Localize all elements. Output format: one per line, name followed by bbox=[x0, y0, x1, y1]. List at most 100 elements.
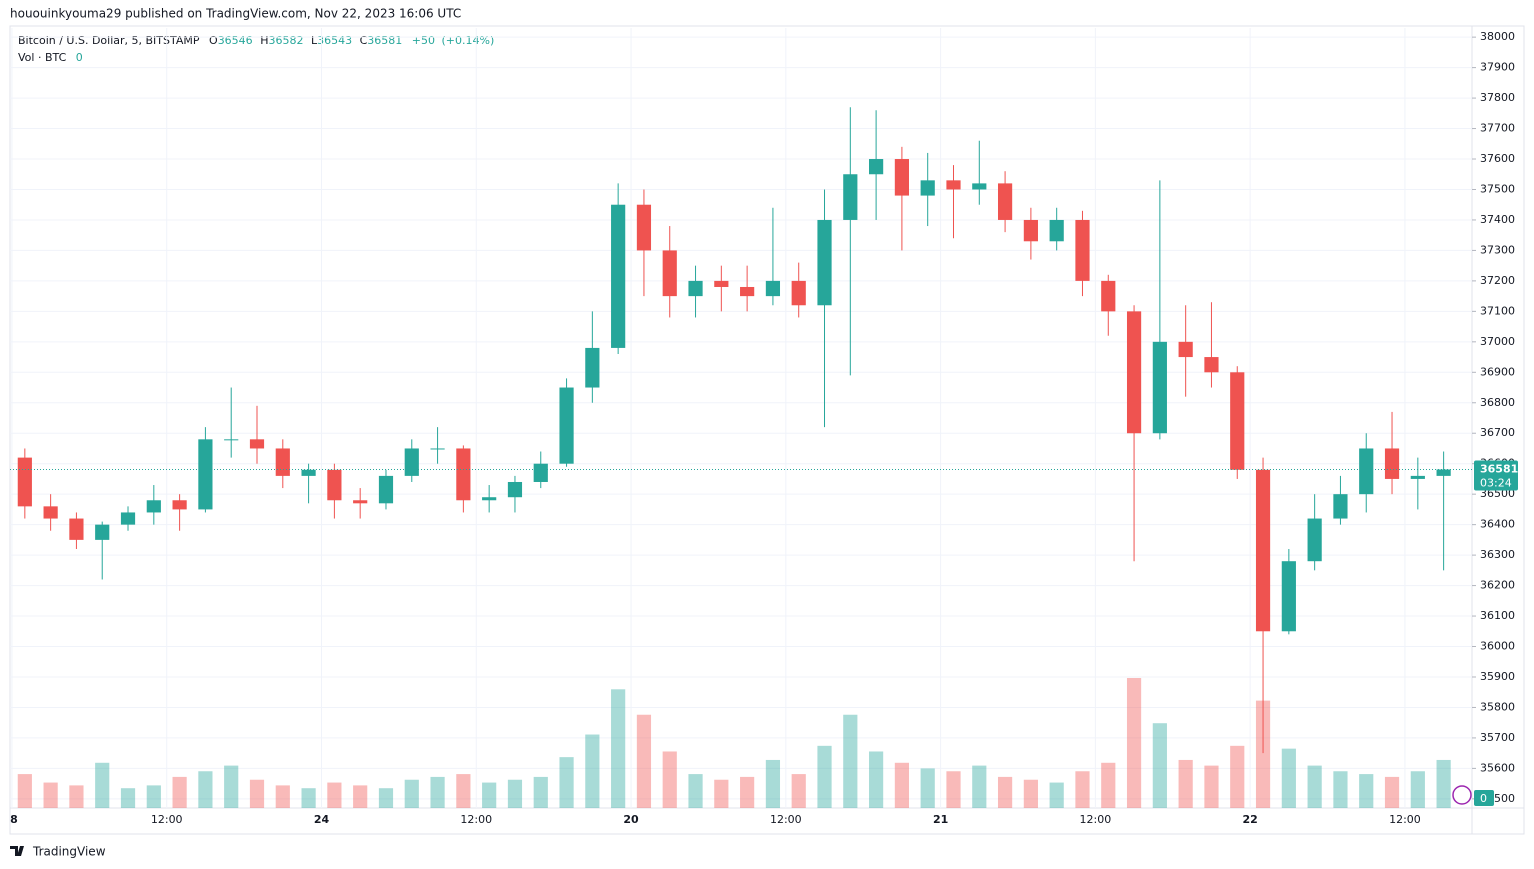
y-tick-label: 37100 bbox=[1480, 304, 1515, 317]
x-tick-label: 12:00 bbox=[151, 813, 183, 826]
candle-body bbox=[1152, 341, 1167, 434]
candle-body bbox=[1049, 219, 1064, 242]
x-tick-label: 12:00 bbox=[770, 813, 802, 826]
volume-bar bbox=[920, 768, 935, 808]
volume-bar bbox=[1359, 774, 1374, 808]
volume-bar bbox=[69, 785, 84, 808]
volume-bar bbox=[43, 782, 58, 808]
volume-bar bbox=[507, 779, 523, 808]
candle-body bbox=[198, 439, 213, 510]
candle-body bbox=[456, 448, 471, 501]
x-tick-label: 24 bbox=[314, 813, 330, 826]
candle-body bbox=[1359, 448, 1374, 495]
candle-body bbox=[662, 250, 677, 297]
volume-bar bbox=[946, 771, 961, 808]
volume-bar bbox=[843, 714, 858, 808]
candle-body bbox=[688, 280, 703, 297]
x-tick-label: 8 bbox=[10, 813, 18, 826]
candle-body bbox=[740, 286, 755, 297]
candle-body bbox=[146, 500, 161, 513]
volume-bar bbox=[714, 779, 729, 808]
brand-name: TradingView bbox=[32, 845, 106, 859]
y-tick-label: 37000 bbox=[1480, 335, 1515, 348]
volume-bar bbox=[817, 745, 832, 808]
symbol-legend: Bitcoin / U.S. Dollar, 5, BITSTAMP O3654… bbox=[18, 34, 494, 47]
candle-body bbox=[507, 481, 523, 498]
legend-label: C bbox=[360, 34, 368, 47]
volume-bar bbox=[894, 762, 909, 808]
x-tick-label: 22 bbox=[1242, 813, 1257, 826]
y-tick-label: 36800 bbox=[1480, 396, 1515, 409]
candle-body bbox=[1307, 518, 1322, 562]
x-tick-label: 20 bbox=[623, 813, 639, 826]
x-tick-label: 21 bbox=[933, 813, 948, 826]
candle-body bbox=[997, 183, 1013, 220]
chart-frame bbox=[9, 25, 1525, 835]
volume-bar bbox=[636, 714, 652, 808]
y-tick-label: 37500 bbox=[1480, 182, 1515, 195]
candle-body bbox=[714, 280, 729, 287]
candle-body bbox=[43, 506, 58, 519]
grid bbox=[10, 28, 1472, 808]
volume-bar bbox=[585, 734, 600, 808]
volume-bar bbox=[1307, 765, 1322, 808]
candle-body bbox=[1178, 341, 1193, 358]
volume-bar bbox=[1230, 745, 1245, 808]
volume-bar bbox=[301, 788, 316, 808]
y-tick-label: 36200 bbox=[1480, 579, 1515, 592]
volume-bar bbox=[997, 776, 1013, 808]
volume-bar bbox=[430, 776, 445, 808]
candle-body bbox=[301, 469, 316, 476]
volume-bar bbox=[1178, 759, 1193, 808]
candle-body bbox=[894, 159, 909, 196]
candle-body bbox=[1255, 469, 1271, 632]
legend-value: 36581 bbox=[367, 34, 402, 47]
volume-bar bbox=[1023, 779, 1038, 808]
y-tick-label: 37700 bbox=[1480, 122, 1515, 135]
legend-label: O bbox=[209, 34, 218, 47]
volume-bar bbox=[275, 785, 290, 808]
symbol: Bitcoin / U.S. Dollar, 5, BITSTAMP bbox=[18, 34, 200, 47]
logo bbox=[10, 846, 24, 856]
y-tick-label: 37600 bbox=[1480, 152, 1515, 165]
candle-body bbox=[559, 387, 574, 464]
candle-body bbox=[249, 439, 265, 449]
x-tick-label: 12:00 bbox=[1080, 813, 1112, 826]
y-tick-label: 35800 bbox=[1480, 700, 1515, 713]
y-tick-label: 37400 bbox=[1480, 213, 1515, 226]
volume-bar bbox=[1049, 782, 1064, 808]
candle-body bbox=[611, 204, 626, 348]
candle-body bbox=[585, 347, 600, 388]
legend-change: +50 bbox=[412, 34, 435, 47]
volume-bar bbox=[1152, 723, 1167, 808]
alert-icon bbox=[1452, 785, 1472, 805]
volume-bar bbox=[1126, 678, 1142, 808]
volume-bar bbox=[95, 762, 110, 808]
candle-body bbox=[765, 280, 781, 297]
candle-body bbox=[869, 159, 884, 175]
candle-body bbox=[533, 463, 548, 482]
volume-bar bbox=[1281, 748, 1296, 808]
volume-bar bbox=[327, 782, 342, 808]
candle-body bbox=[791, 280, 806, 306]
volume-bar bbox=[146, 785, 161, 808]
countdown: 03:24 bbox=[1480, 476, 1512, 489]
candle-body bbox=[17, 457, 32, 507]
volume-bar bbox=[249, 779, 265, 808]
x-tick-label: 12:00 bbox=[1389, 813, 1421, 826]
candle-body bbox=[920, 180, 935, 196]
candle-body bbox=[69, 518, 84, 540]
y-tick-label: 35900 bbox=[1480, 670, 1515, 683]
legend-label: L bbox=[311, 34, 318, 47]
volume-bar bbox=[198, 771, 213, 808]
volume-bar bbox=[662, 751, 677, 808]
volume-bar bbox=[791, 774, 806, 808]
volume-bar bbox=[1075, 771, 1090, 808]
y-tick-label: 37300 bbox=[1480, 243, 1515, 256]
candle-body bbox=[275, 448, 290, 476]
candle-body bbox=[946, 180, 961, 190]
volume-name: Vol · BTC bbox=[18, 51, 67, 64]
volume-bar bbox=[1101, 762, 1116, 808]
candle-body bbox=[378, 475, 394, 504]
